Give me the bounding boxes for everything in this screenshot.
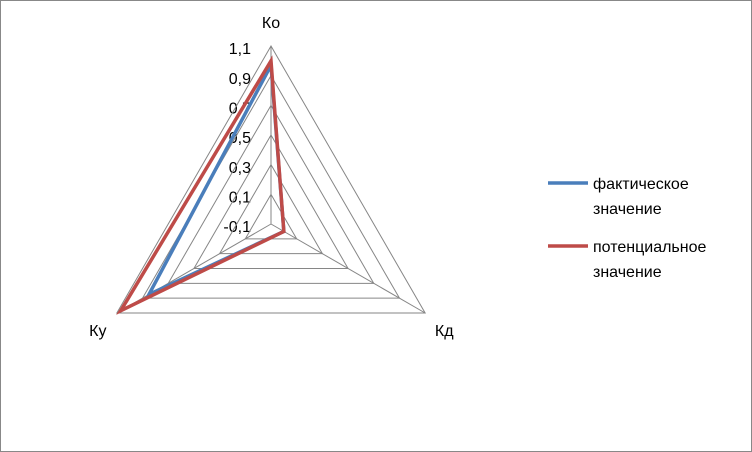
grid-ring [115, 45, 427, 314]
r-tick-label: -0,1 [223, 219, 251, 236]
category-label: Ку [89, 323, 106, 340]
category-label: Ко [262, 15, 280, 32]
legend-label: фактическое [593, 176, 689, 193]
legend-label: значение [593, 264, 662, 281]
legend-label: значение [593, 201, 662, 218]
r-tick-label: 0,1 [229, 190, 251, 207]
legend-label: потенциальное [593, 239, 707, 256]
spoke [270, 223, 426, 314]
grid-ring [167, 104, 375, 284]
category-label: Кд [435, 323, 454, 340]
r-tick-label: 0,3 [229, 160, 251, 177]
r-tick-label: 0,9 [229, 71, 251, 88]
r-tick-label: 1,1 [229, 41, 251, 58]
series-line [116, 55, 286, 315]
spoke [116, 223, 272, 314]
grid-ring [193, 134, 349, 269]
grid-ring [218, 163, 324, 255]
